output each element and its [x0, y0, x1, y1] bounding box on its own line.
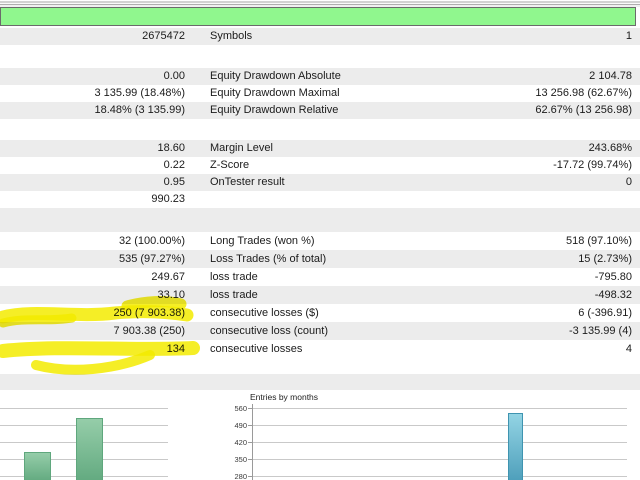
report-metric-label: Equity Drawdown Relative [210, 104, 339, 116]
report-metric-label: loss trade [210, 270, 258, 283]
backtest-report-table: 2675472 Symbols 1 0.00 Equity Drawdown Absol… [0, 28, 640, 390]
y-axis-tick [248, 408, 252, 409]
report-right-value: 13 256.98 (62.67%) [535, 87, 632, 99]
report-metric-label: consecutive losses [210, 342, 303, 355]
report-right-value: 6 (-396.91) [578, 306, 632, 319]
green-bar [24, 452, 51, 480]
report-metric-label: OnTester result [210, 176, 285, 188]
report-row: 0.22 Z-Score -17.72 (99.74%) [0, 157, 640, 174]
report-metric-label: Margin Level [210, 142, 273, 154]
report-left-value: 990.23 [151, 193, 185, 205]
y-axis-tick-label: 560 [234, 404, 247, 413]
report-right-value: 0 [625, 176, 632, 188]
optimization-progress-bar [0, 7, 636, 26]
report-row: 2675472 Symbols 1 [0, 28, 640, 45]
report-spacer-row [0, 119, 640, 140]
report-metric-label: Equity Drawdown Maximal [210, 87, 340, 99]
y-axis-line [252, 404, 253, 480]
report-left-value: 18.60 [157, 142, 185, 154]
report-metric-label: consecutive loss (count) [210, 324, 328, 337]
report-right-value: -795.80 [594, 270, 632, 283]
report-metric-label: Loss Trades (% of total) [210, 252, 327, 265]
report-right-value: 243.68% [588, 142, 632, 154]
gridline [252, 425, 627, 426]
report-row: 0.00 Equity Drawdown Absolute 2 104.78 [0, 68, 640, 85]
report-row: 249.67 loss trade -795.80 [0, 268, 640, 286]
report-right-value: 518 (97.10%) [565, 234, 632, 247]
report-right-value: -3 135.99 (4) [569, 324, 632, 337]
green-bar [76, 418, 103, 480]
gridline [252, 476, 627, 477]
report-row: 3 135.99 (18.48%) Equity Drawdown Maximal… [0, 85, 640, 102]
y-axis-tick-label: 350 [234, 455, 247, 464]
y-axis-tick [248, 442, 252, 443]
report-metric-label: Z-Score [210, 159, 250, 171]
y-axis-tick-label: 280 [234, 472, 247, 480]
gridline [252, 442, 627, 443]
report-metric-label: Long Trades (won %) [210, 234, 315, 247]
report-metric-label: loss trade [210, 288, 258, 301]
report-right-value: 15 (2.73%) [578, 252, 632, 265]
report-row: 535 (97.27%) Loss Trades (% of total) 15 (… [0, 250, 640, 268]
left-partial-bar-chart [0, 390, 168, 480]
report-row: 7 903.38 (250) consecutive loss (count) -3… [0, 322, 640, 340]
report-metric-label: consecutive losses ($) [210, 306, 319, 319]
report-left-value: 32 (100.00%) [118, 234, 185, 247]
report-left-value: 33.10 [157, 288, 185, 301]
report-right-value: 62.67% (13 256.98) [535, 104, 632, 116]
y-axis-tick [248, 476, 252, 477]
report-left-value: 0.00 [163, 70, 185, 82]
report-right-value: -17.72 (99.74%) [553, 159, 632, 171]
report-row: 990.23 [0, 191, 640, 208]
report-row: 250 (7 903.38) consecutive losses ($) 6 (-… [0, 304, 640, 322]
report-row: 0.95 OnTester result 0 [0, 174, 640, 191]
blue-bar [508, 413, 523, 480]
report-left-value: 250 (7 903.38) [113, 306, 185, 319]
report-left-value: 7 903.38 (250) [113, 324, 185, 337]
report-left-value: 0.22 [163, 159, 185, 171]
y-axis-tick-label: 490 [234, 421, 247, 430]
report-spacer-row [0, 358, 640, 374]
report-row: 134 consecutive losses 4 [0, 340, 640, 358]
report-right-value: 4 [625, 342, 632, 355]
report-spacer-row [0, 374, 640, 390]
gridline [0, 408, 168, 409]
report-row: 33.10 loss trade -498.32 [0, 286, 640, 304]
report-left-value: 0.95 [163, 176, 185, 188]
chart-title: Entries by months [250, 392, 319, 402]
y-axis-tick [248, 459, 252, 460]
report-row: 32 (100.00%) Long Trades (won %) 518 (97.1… [0, 232, 640, 250]
report-left-value: 3 135.99 (18.48%) [94, 87, 185, 99]
y-axis-tick-label: 420 [234, 438, 247, 447]
report-right-value: 1 [625, 30, 632, 42]
report-left-value: 18.48% (3 135.99) [94, 104, 185, 116]
report-spacer-row [0, 208, 640, 232]
entries-by-months-chart: Entries by months 560 490 420 350 280 [190, 390, 640, 480]
report-metric-label: Equity Drawdown Absolute [210, 70, 341, 82]
report-row: 18.48% (3 135.99) Equity Drawdown Relativ… [0, 102, 640, 119]
report-left-value: 134 [166, 342, 185, 355]
horizontal-splitter [0, 0, 640, 7]
gridline [252, 459, 627, 460]
report-right-value: 2 104.78 [589, 70, 632, 82]
report-right-value: -498.32 [594, 288, 632, 301]
report-left-value: 249.67 [151, 270, 185, 283]
gridline [252, 408, 627, 409]
y-axis-tick [248, 425, 252, 426]
report-metric-label: Symbols [210, 30, 253, 42]
report-spacer-row [0, 45, 640, 68]
report-left-value: 2675472 [142, 30, 185, 42]
report-row: 18.60 Margin Level 243.68% [0, 140, 640, 157]
report-left-value: 535 (97.27%) [118, 252, 185, 265]
